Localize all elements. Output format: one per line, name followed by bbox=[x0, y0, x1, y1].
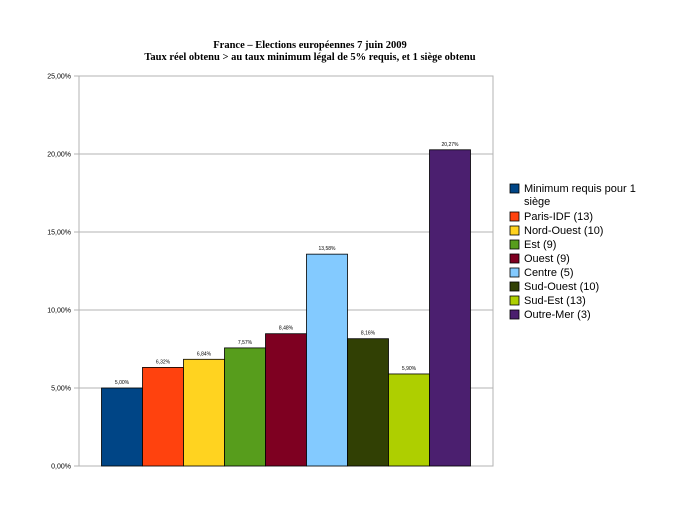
legend-swatch bbox=[509, 309, 520, 320]
legend-label: Est (9) bbox=[524, 239, 556, 251]
legend-swatch bbox=[509, 183, 520, 194]
legend-label: Ouest (9) bbox=[524, 253, 570, 265]
legend-swatch bbox=[509, 211, 520, 222]
legend-label: Centre (5) bbox=[524, 267, 574, 279]
data-label: 13,58% bbox=[319, 246, 337, 252]
legend-swatch bbox=[509, 267, 520, 278]
chart-title: France – Elections européennes 7 juin 20… bbox=[213, 40, 406, 51]
y-tick-label: 25,00% bbox=[47, 74, 71, 81]
bar bbox=[429, 149, 471, 467]
legend-label: Minimum requis pour 1 siège bbox=[524, 183, 636, 208]
legend-swatch bbox=[509, 239, 520, 250]
legend-swatch bbox=[509, 295, 520, 306]
y-tick-label: 0,00% bbox=[51, 464, 71, 471]
data-label: 6,32% bbox=[156, 359, 171, 365]
bar bbox=[142, 367, 184, 467]
data-label: 8,48% bbox=[279, 326, 294, 332]
legend-swatch bbox=[509, 225, 520, 236]
data-label: 5,00% bbox=[115, 380, 130, 386]
legend: Minimum requis pour 1 siège Paris-IDF (13)… bbox=[509, 183, 636, 321]
y-tick-label: 20,00% bbox=[47, 152, 71, 159]
legend-label: Sud-Ouest (10) bbox=[524, 281, 599, 293]
data-label: 6,84% bbox=[197, 351, 212, 357]
legend-label: Outre-Mer (3) bbox=[524, 309, 591, 321]
legend-swatch bbox=[509, 253, 520, 264]
y-tick-label: 15,00% bbox=[47, 230, 71, 237]
bar bbox=[347, 338, 389, 467]
bar bbox=[183, 358, 225, 467]
bar bbox=[224, 347, 266, 467]
legend-label: Nord-Ouest (10) bbox=[524, 225, 603, 237]
y-tick-label: 5,00% bbox=[51, 386, 71, 393]
plot-area: 0,00% 5,00% 10,00% 15,00% 20,00% 25,00% 5,00% 6… bbox=[47, 74, 494, 471]
chart-subtitle: Taux réel obtenu > au taux minimum légal… bbox=[144, 52, 475, 63]
legend-label: Paris-IDF (13) bbox=[524, 211, 593, 223]
bar bbox=[388, 373, 430, 467]
legend-label: Sud-Est (13) bbox=[524, 295, 586, 307]
legend-swatch bbox=[509, 281, 520, 292]
data-label: 20,27% bbox=[442, 142, 460, 148]
bar bbox=[306, 253, 348, 467]
data-label: 7,57% bbox=[238, 340, 253, 346]
y-tick-label: 10,00% bbox=[47, 308, 71, 315]
bar bbox=[101, 387, 143, 467]
bar bbox=[265, 333, 307, 467]
data-label: 8,16% bbox=[361, 331, 376, 337]
data-label: 5,90% bbox=[402, 366, 417, 372]
